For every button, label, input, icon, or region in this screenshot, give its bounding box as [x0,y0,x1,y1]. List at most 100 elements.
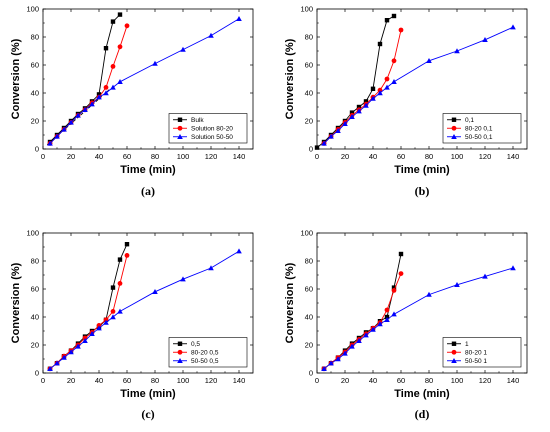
y-axis-label: Conversion (%) [284,262,296,343]
y-tick-label: 100 [300,5,313,14]
legend-marker [451,117,457,122]
y-tick-label: 20 [305,341,313,350]
data-point-series-2 [117,308,123,314]
y-tick-label: 20 [31,341,39,350]
data-point-series-2 [96,325,102,331]
x-tick-label: 140 [507,152,520,161]
x-tick-label: 120 [479,152,492,161]
data-point-series-1 [391,288,397,293]
legend: 1 80-20 150-50 1 [442,337,522,368]
data-point-series-0 [124,242,130,247]
data-point-series-0 [110,285,116,290]
data-point-series-2 [110,314,116,320]
data-point-series-1 [124,253,130,258]
data-point-series-1 [117,281,123,286]
data-point-series-1 [384,307,390,313]
data-point-series-2 [75,112,81,118]
data-point-series-2 [482,273,488,279]
y-tick-label: 0 [309,369,313,378]
panel-label: (a) [141,184,155,198]
legend-marker [177,117,183,122]
legend-marker [451,341,457,346]
x-tick-label: 120 [205,376,218,385]
y-axis-label: Conversion (%) [284,38,296,119]
data-point-series-2 [208,32,214,38]
data-point-series-1 [103,85,109,90]
data-point-series-2 [384,84,390,90]
data-point-series-2 [208,265,214,271]
data-point-series-2 [75,343,81,349]
series-line-0 [323,253,402,370]
series-line-0 [49,244,128,370]
y-tick-label: 40 [31,89,39,98]
data-point-series-2 [180,46,186,52]
y-tick-label: 40 [305,313,313,322]
x-tick-label: 0 [315,376,319,385]
series-line-1 [323,29,402,144]
legend-marker [177,125,183,131]
data-point-series-2 [61,354,67,360]
x-tick-label: 120 [205,152,218,161]
y-tick-label: 80 [305,33,313,42]
legend-entry: 80-20 1 [465,350,487,357]
data-point-series-2 [61,126,67,132]
x-axis-label: Time (min) [394,388,450,400]
legend: 0,5 80-20 0,550-50 0,5 [168,337,248,368]
x-tick-label: 80 [425,152,433,161]
data-point-series-2 [236,248,242,254]
data-point-series-2 [510,24,516,30]
data-point-series-2 [482,37,488,42]
x-tick-label: 60 [397,376,405,385]
x-tick-label: 140 [507,376,520,385]
y-tick-label: 100 [26,229,39,238]
legend-entry: 80-20 0,1 [465,126,493,133]
x-tick-label: 120 [479,376,492,385]
x-tick-label: 60 [123,376,131,385]
data-point-series-2 [349,343,355,349]
x-tick-label: 80 [425,376,433,385]
data-point-series-0 [117,257,123,262]
data-point-series-2 [349,114,355,119]
data-point-series-1 [110,309,116,314]
data-point-series-2 [110,84,116,90]
data-point-series-0 [103,46,109,51]
series-line-1 [49,255,128,370]
legend-marker [177,341,183,346]
series-line-0 [316,15,395,148]
data-point-series-2 [454,48,460,54]
legend: 0,1 80-20 0,150-50 0,1 [442,113,522,144]
data-point-series-0 [377,41,383,47]
data-point-series-1 [398,271,404,276]
data-point-series-2 [152,60,158,66]
data-point-series-2 [236,16,242,21]
y-tick-label: 40 [31,313,39,322]
data-point-series-2 [89,101,95,107]
x-tick-label: 80 [151,152,159,161]
x-tick-label: 20 [67,376,75,385]
data-point-series-2 [68,349,74,355]
data-point-series-0 [96,92,102,97]
data-point-series-2 [328,360,334,366]
data-point-series-2 [335,356,341,362]
data-point-series-2 [377,321,383,327]
x-tick-label: 140 [233,376,246,385]
data-point-series-0 [363,99,369,104]
legend-marker [451,349,457,355]
x-tick-label: 0 [41,152,45,161]
x-tick-label: 20 [67,152,75,161]
y-tick-label: 40 [305,89,313,98]
y-axis-label: Conversion (%) [10,262,22,343]
panel-label: (d) [415,407,430,421]
y-tick-label: 80 [31,33,39,42]
data-point-series-2 [328,133,334,139]
data-point-series-2 [103,90,109,96]
legend-entry: 0,1 [465,117,474,124]
series-line-1 [49,25,128,144]
x-tick-label: 20 [341,376,349,385]
data-point-series-2 [89,331,95,336]
y-tick-label: 20 [305,117,313,126]
y-tick-label: 0 [35,145,39,154]
x-axis-label: Time (min) [120,164,176,176]
